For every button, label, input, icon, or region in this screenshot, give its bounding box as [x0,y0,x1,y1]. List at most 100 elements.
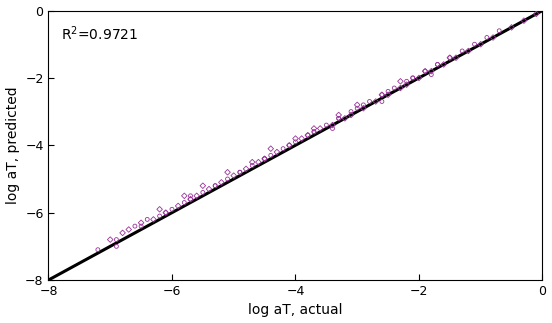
Point [489,35,497,40]
Point [186,197,195,202]
Point [452,55,460,60]
Point [149,217,158,222]
Point [273,150,282,155]
Point [482,35,491,40]
Point [291,139,300,144]
Y-axis label: log aT, predicted: log aT, predicted [6,87,19,204]
Point [248,163,257,168]
Point [137,224,146,229]
Point [180,200,189,205]
Point [390,86,399,91]
Point [396,86,405,91]
Point [211,183,220,188]
Point [155,214,164,219]
Point [470,42,479,47]
Point [297,136,306,141]
Point [427,68,436,74]
Point [130,224,139,229]
Point [353,102,362,108]
Point [408,75,417,80]
Point [476,42,485,47]
Point [439,62,448,67]
X-axis label: log aT, actual: log aT, actual [248,303,343,318]
Point [495,28,503,33]
Point [217,180,226,185]
Point [371,99,380,104]
Point [328,122,337,128]
Point [384,89,392,94]
Point [421,68,429,74]
Point [532,11,541,16]
Point [186,197,195,202]
Point [415,75,423,80]
Point [291,136,300,141]
Point [180,193,189,198]
Point [279,146,288,151]
Point [205,186,214,192]
Point [433,62,442,67]
Point [310,129,319,134]
Point [267,153,275,158]
Point [242,166,251,172]
Point [322,122,331,128]
Point [328,126,337,131]
Point [402,79,411,84]
Point [236,170,245,175]
Point [304,133,312,138]
Point [378,99,386,104]
Point [161,210,170,215]
Point [267,146,275,151]
Point [260,156,269,162]
Point [378,92,386,97]
Point [347,112,355,118]
Point [137,220,146,225]
Point [124,227,133,232]
Point [143,217,152,222]
Point [155,207,164,212]
Point [316,126,325,131]
Point [402,82,411,87]
Point [211,183,220,188]
Point [353,106,362,111]
Point [445,55,454,60]
Point [421,68,429,74]
Point [192,193,201,198]
Point [118,230,127,235]
Point [304,133,312,138]
Point [223,176,232,182]
Point [161,210,170,215]
Point [236,170,245,175]
Point [198,183,207,188]
Point [174,203,183,209]
Point [519,18,528,23]
Point [359,106,368,111]
Point [458,48,466,54]
Point [229,173,238,178]
Point [359,102,368,108]
Point [408,75,417,80]
Point [427,72,436,77]
Point [260,156,269,162]
Point [168,207,177,212]
Point [310,126,319,131]
Point [285,143,294,148]
Point [335,116,343,121]
Point [223,170,232,175]
Point [93,247,102,252]
Point [112,237,121,242]
Point [254,160,263,165]
Point [384,92,392,97]
Text: R$^2$=0.9721: R$^2$=0.9721 [61,24,138,43]
Point [365,99,374,104]
Point [310,129,319,134]
Point [198,190,207,195]
Point [396,79,405,84]
Point [464,48,473,54]
Point [260,156,269,162]
Point [335,116,343,121]
Point [378,92,386,97]
Point [347,109,355,114]
Point [285,143,294,148]
Point [433,62,442,67]
Point [341,116,349,121]
